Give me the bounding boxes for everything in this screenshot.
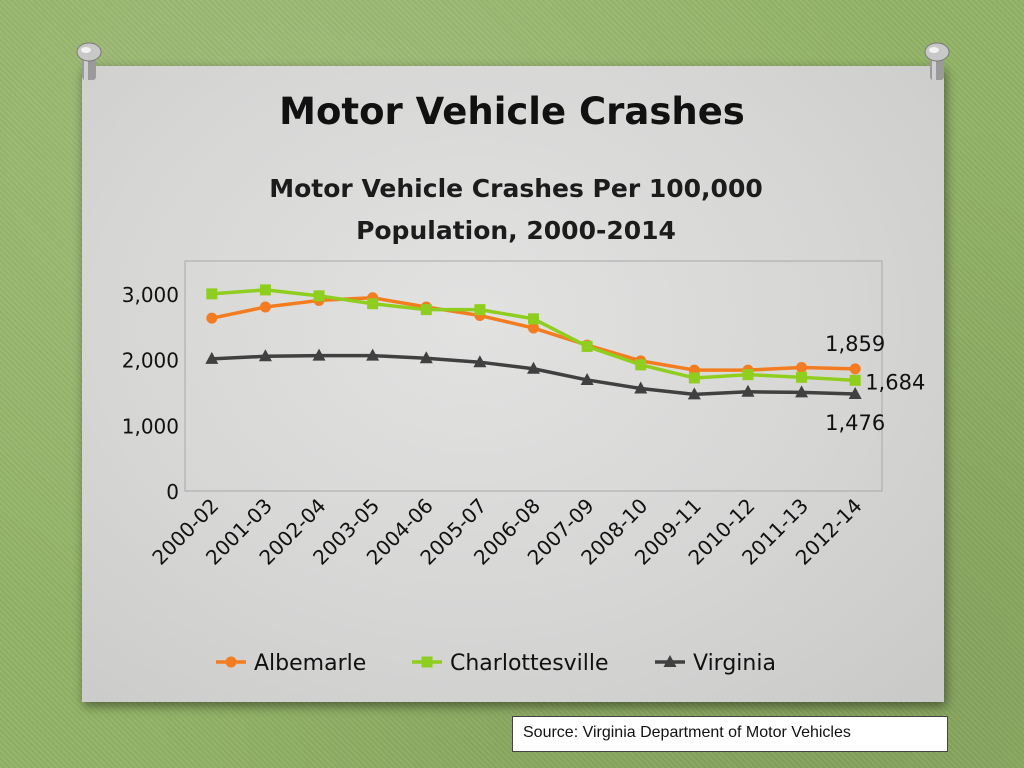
legend-marker-virginia bbox=[663, 655, 677, 667]
data-point-virginia bbox=[580, 372, 594, 385]
data-point-charlottesville bbox=[849, 374, 861, 386]
data-point-albemarle bbox=[528, 322, 539, 334]
plot-area bbox=[184, 260, 883, 492]
legend-label-charlottesville: Charlottesville bbox=[450, 651, 609, 676]
series-line-albemarle bbox=[211, 296, 856, 372]
data-point-virginia bbox=[419, 351, 433, 364]
data-point-charlottesville bbox=[474, 304, 486, 316]
data-point-charlottesville bbox=[528, 313, 539, 325]
data-label-charlottesville: 1,684 bbox=[865, 370, 925, 394]
data-point-virginia bbox=[848, 387, 862, 400]
data-point-charlottesville bbox=[313, 290, 325, 302]
data-point-charlottesville bbox=[367, 298, 379, 310]
data-point-charlottesville bbox=[796, 371, 808, 383]
y-tick-label: 1,000 bbox=[122, 414, 179, 438]
legend-label-virginia: Virginia bbox=[693, 651, 776, 676]
data-point-virginia bbox=[258, 349, 272, 362]
data-point-virginia bbox=[527, 361, 540, 374]
data-point-albemarle bbox=[206, 312, 218, 324]
data-point-charlottesville bbox=[259, 284, 271, 296]
slide-title: Motor Vehicle Crashes bbox=[279, 90, 745, 133]
data-point-charlottesville bbox=[206, 288, 218, 300]
data-point-virginia bbox=[795, 385, 809, 398]
data-point-virginia bbox=[473, 355, 487, 368]
data-point-virginia bbox=[741, 384, 755, 397]
data-point-albemarle bbox=[259, 301, 271, 313]
y-tick-label: 0 bbox=[166, 480, 179, 504]
source-note: Source: Virginia Department of Motor Veh… bbox=[512, 716, 948, 752]
data-label-albemarle: 1,859 bbox=[825, 332, 885, 356]
data-point-virginia bbox=[205, 351, 219, 364]
chart-title-line-1: Motor Vehicle Crashes Per 100,000 bbox=[269, 174, 763, 203]
chart-title-line-2: Population, 2000-2014 bbox=[356, 216, 676, 245]
data-point-charlottesville bbox=[688, 372, 700, 384]
legend-label-albemarle: Albemarle bbox=[254, 651, 366, 676]
y-tick-label: 3,000 bbox=[122, 283, 179, 307]
slide-board bbox=[82, 66, 944, 702]
data-point-virginia bbox=[312, 348, 326, 361]
pushpin-left-icon bbox=[76, 42, 102, 80]
data-point-virginia bbox=[366, 348, 380, 361]
data-point-charlottesville bbox=[420, 304, 432, 316]
data-point-albemarle bbox=[796, 361, 808, 373]
chart-title: Motor Vehicle Crashes Per 100,000 Popula… bbox=[0, 168, 1024, 252]
data-point-charlottesville bbox=[581, 340, 593, 352]
data-point-albemarle bbox=[849, 363, 861, 375]
data-point-charlottesville bbox=[742, 369, 754, 381]
y-tick-label: 2,000 bbox=[122, 349, 179, 373]
data-point-virginia bbox=[687, 387, 701, 400]
legend-marker-albemarle bbox=[225, 656, 237, 668]
data-point-virginia bbox=[634, 381, 648, 394]
data-point-charlottesville bbox=[635, 359, 647, 371]
data-label-virginia: 1,476 bbox=[825, 411, 885, 435]
pushpin-right-icon bbox=[924, 42, 950, 80]
legend-marker-charlottesville bbox=[421, 656, 433, 668]
